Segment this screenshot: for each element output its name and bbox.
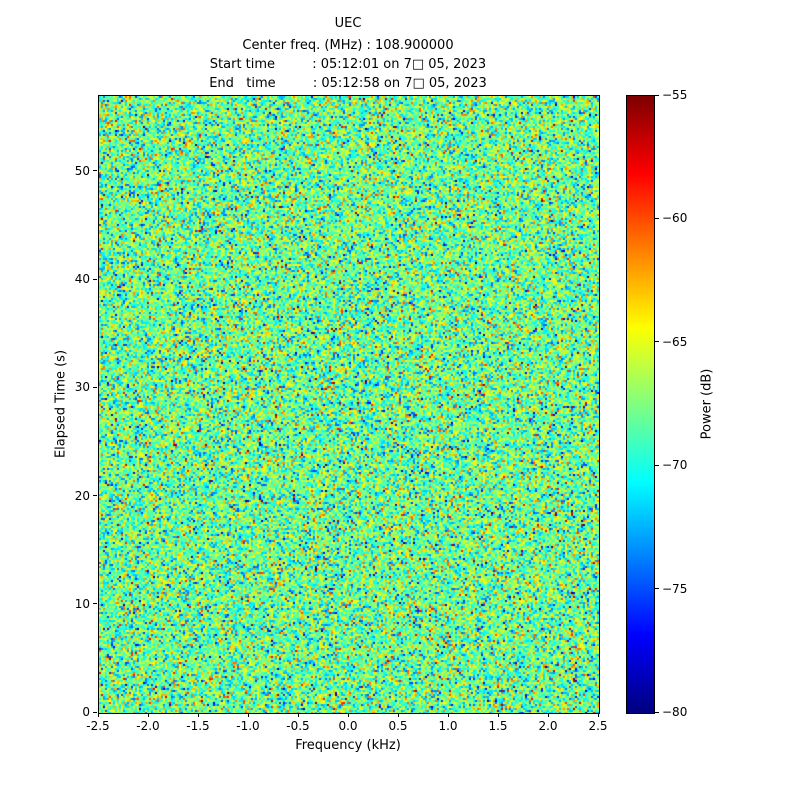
spectrogram-plot	[98, 95, 600, 714]
x-tick-label: -2.0	[136, 719, 160, 733]
colorbar-tick-label: −75	[662, 581, 688, 596]
x-tick-label: 2.0	[538, 719, 558, 733]
y-tick-label: 30	[74, 380, 90, 395]
x-tick-mark	[597, 713, 599, 717]
x-tick-mark	[297, 713, 299, 717]
x-tick-mark	[447, 713, 449, 717]
y-tick-mark	[93, 278, 97, 280]
x-tick-mark	[347, 713, 349, 717]
colorbar-tick-label: −80	[662, 705, 688, 719]
y-tick-label: 10	[74, 596, 90, 611]
colorbar	[626, 95, 655, 714]
colorbar-tick-mark	[655, 94, 659, 96]
y-axis-label: Elapsed Time (s)	[53, 349, 69, 459]
y-tick-label: 20	[74, 488, 90, 503]
x-tick-label: -0.5	[286, 719, 310, 733]
x-tick-mark	[97, 713, 99, 717]
colorbar-tick-label: −65	[662, 334, 688, 349]
colorbar-tick-mark	[655, 341, 659, 343]
center-freq-line: Center freq. (MHz) : 108.900000	[242, 38, 454, 53]
y-tick-label: 50	[74, 163, 90, 178]
x-tick-mark	[497, 713, 499, 717]
colorbar-tick-label: −60	[662, 211, 688, 226]
spectrogram-heatmap	[99, 96, 599, 713]
x-axis-label: Frequency (kHz)	[295, 738, 401, 753]
x-tick-mark	[397, 713, 399, 717]
x-tick-mark	[547, 713, 549, 717]
x-tick-label: 1.5	[488, 719, 508, 733]
x-tick-label: -1.5	[186, 719, 210, 733]
colorbar-gradient	[627, 96, 654, 713]
x-tick-mark	[197, 713, 199, 717]
x-tick-label: -1.0	[236, 719, 260, 733]
x-tick-label: -2.5	[86, 719, 110, 733]
colorbar-tick-label: −55	[662, 88, 688, 102]
chart-title: UEC	[334, 16, 362, 31]
colorbar-tick-mark	[655, 217, 659, 219]
end-time-line: End time : 05:12:58 on 7□ 05, 2023	[209, 76, 487, 91]
x-tick-label: 1.0	[438, 719, 458, 733]
y-tick-label: 0	[82, 705, 90, 719]
colorbar-tick-mark	[655, 711, 659, 713]
x-tick-mark	[147, 713, 149, 717]
y-tick-mark	[93, 495, 97, 496]
y-tick-mark	[93, 711, 97, 713]
colorbar-label: Power (dB)	[699, 368, 715, 440]
y-tick-mark	[93, 170, 97, 172]
x-tick-label: 0.5	[388, 719, 408, 733]
colorbar-tick-mark	[655, 588, 659, 590]
start-time-line: Start time : 05:12:01 on 7□ 05, 2023	[209, 57, 487, 72]
colorbar-tick-label: −70	[662, 458, 688, 473]
y-tick-mark	[93, 603, 97, 605]
x-tick-label: 2.5	[588, 719, 608, 733]
x-tick-mark	[247, 713, 249, 717]
y-tick-mark	[93, 386, 97, 388]
colorbar-tick-mark	[655, 464, 659, 466]
y-tick-label: 40	[74, 272, 90, 287]
x-tick-label: 0.0	[338, 719, 358, 733]
